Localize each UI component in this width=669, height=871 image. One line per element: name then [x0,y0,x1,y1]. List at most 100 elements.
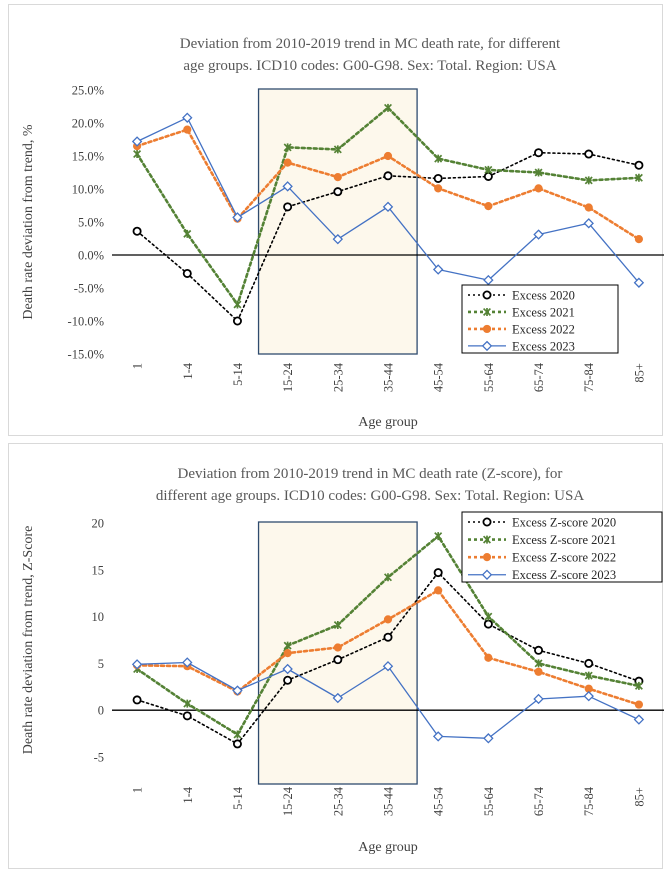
data-point [483,733,494,744]
legend-marker [482,307,492,316]
y-tick-label: 25.0% [72,84,104,98]
legend-label: Excess Z-score 2021 [512,533,616,547]
data-point [333,145,342,154]
data-point [634,681,643,690]
data-point [534,148,544,158]
data-point [383,151,393,161]
data-point [283,158,292,167]
x-tick-label: 55-64 [482,362,496,392]
data-point [534,645,544,655]
data-point [483,171,493,181]
legend-label: Excess 2023 [512,339,575,353]
data-point [484,165,493,174]
x-tick-label: 5-14 [231,362,245,386]
y-tick-label: 15 [92,563,105,577]
data-point [534,168,543,177]
data-point [283,675,293,685]
y-tick-label: -5.0% [74,282,104,296]
data-point [533,229,544,240]
data-point [634,235,644,244]
x-tick-label: 15-24 [281,362,295,392]
data-point [382,660,394,672]
data-point [584,671,593,680]
legend-marker [481,340,493,352]
data-point [383,171,393,181]
data-point [283,143,292,152]
x-tick-label: 1-4 [181,362,195,379]
data-point [432,264,444,275]
data-point [232,212,243,223]
y-tick-label: 10.0% [72,183,104,197]
x-tick-label: 75-84 [582,362,596,392]
data-point [333,655,343,665]
data-point [283,202,293,212]
data-point [333,621,342,630]
data-point [484,202,493,211]
x-tick-label: 35-44 [382,786,396,816]
data-point [434,184,443,193]
data-point [634,700,644,709]
data-point [433,173,443,183]
data-point [533,693,544,705]
x-tick-label: 35-44 [382,362,396,392]
data-point [484,653,493,662]
legend-marker [482,535,492,544]
data-point [383,103,393,112]
series-1 [132,568,644,749]
data-point [583,690,594,702]
x-tick-label: 15-24 [281,786,295,816]
x-tick-label: 65-74 [532,786,546,816]
data-point [282,181,293,192]
data-point [182,268,192,278]
y-tick-label: -5 [94,751,104,765]
legend-marker [482,517,492,527]
data-point [332,233,344,245]
y-tick-label: 0.0% [78,249,104,263]
data-point [182,112,193,123]
chart-zscore: Deviation from 2010-2019 trend in MC dea… [21,466,664,855]
data-point [484,612,493,621]
series-1 [132,148,644,326]
data-point [434,532,443,541]
data-point [232,739,242,749]
data-point [534,667,543,676]
data-point [232,316,242,326]
data-point [634,160,644,170]
highlight-box [257,88,418,355]
data-point [383,615,393,624]
data-point [333,187,343,197]
x-axis-title: Age group [358,415,418,430]
x-tick-label: 65-74 [532,362,546,392]
data-point [233,300,242,309]
chart-panel-percent: Deviation from 2010-2019 trend in MC dea… [8,4,664,436]
data-point [633,277,645,288]
chart-frame [8,443,663,869]
y-tick-label: 0 [98,704,104,718]
data-point [183,229,192,238]
data-point [483,274,494,286]
data-point [282,663,293,675]
chart-title-line2: different age groups. ICD10 codes: G00-G… [156,488,585,504]
data-point [131,136,143,147]
y-tick-label: 15.0% [72,150,104,164]
data-point [584,149,594,159]
data-point [382,201,394,213]
y-axis-title: Death rate deviation from trend, Z-Score [21,526,36,755]
y-tick-label: 20.0% [72,117,104,131]
data-point [333,643,342,652]
data-point [131,659,143,670]
x-tick-label: 45-54 [432,786,446,816]
series-2 [133,103,643,309]
data-point [133,150,142,159]
x-tick-label: 45-54 [432,362,446,392]
chart-panel-zscore: Deviation from 2010-2019 trend in MC dea… [0,441,669,871]
y-tick-label: 5 [98,657,104,671]
data-point [183,699,192,708]
data-point [232,685,243,696]
x-tick-label: 1 [131,787,145,793]
y-tick-label: -10.0% [68,315,104,329]
legend-label: Excess Z-score 2023 [512,568,616,582]
data-point [383,632,393,642]
x-tick-label: 85+ [632,363,646,383]
data-point [333,173,342,182]
